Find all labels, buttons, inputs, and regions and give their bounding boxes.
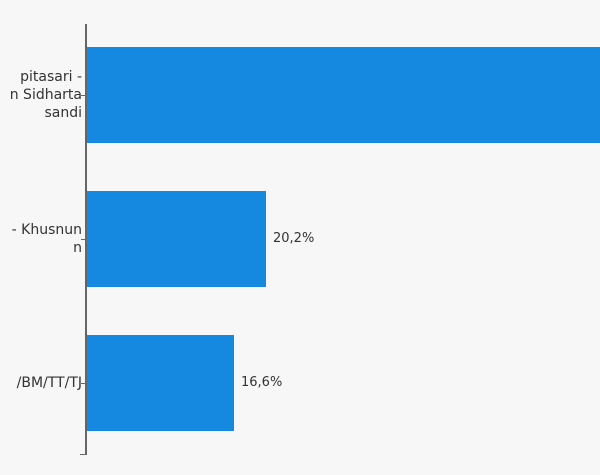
- category-label-2: - Khusnun n: [12, 221, 82, 257]
- bar-candidate-1: [87, 47, 600, 143]
- category-label-3-line-1: /BM/TT/TJ: [16, 375, 82, 391]
- category-label-1-line-3: sandi: [44, 105, 82, 121]
- y-axis-end-tick: [80, 454, 86, 455]
- value-label-2: 20,2%: [273, 231, 315, 246]
- category-label-1-line-2: n Sidharta: [9, 87, 82, 103]
- category-label-3: /BM/TT/TJ: [17, 374, 82, 392]
- value-label-3: 16,6%: [241, 375, 283, 390]
- y-axis-line: [85, 24, 87, 455]
- category-label-2-line-2: n: [73, 240, 82, 256]
- category-label-1-line-1: pitasari -: [20, 69, 82, 85]
- y-tick-2: [81, 239, 86, 240]
- bar-candidate-3: [87, 335, 234, 431]
- category-label-1: pitasari - n Sidharta sandi: [10, 68, 82, 122]
- bar-candidate-2: [87, 191, 266, 287]
- y-tick-3: [81, 383, 86, 384]
- y-tick-1: [81, 95, 86, 96]
- category-label-2-line-1: - Khusnun: [11, 222, 82, 238]
